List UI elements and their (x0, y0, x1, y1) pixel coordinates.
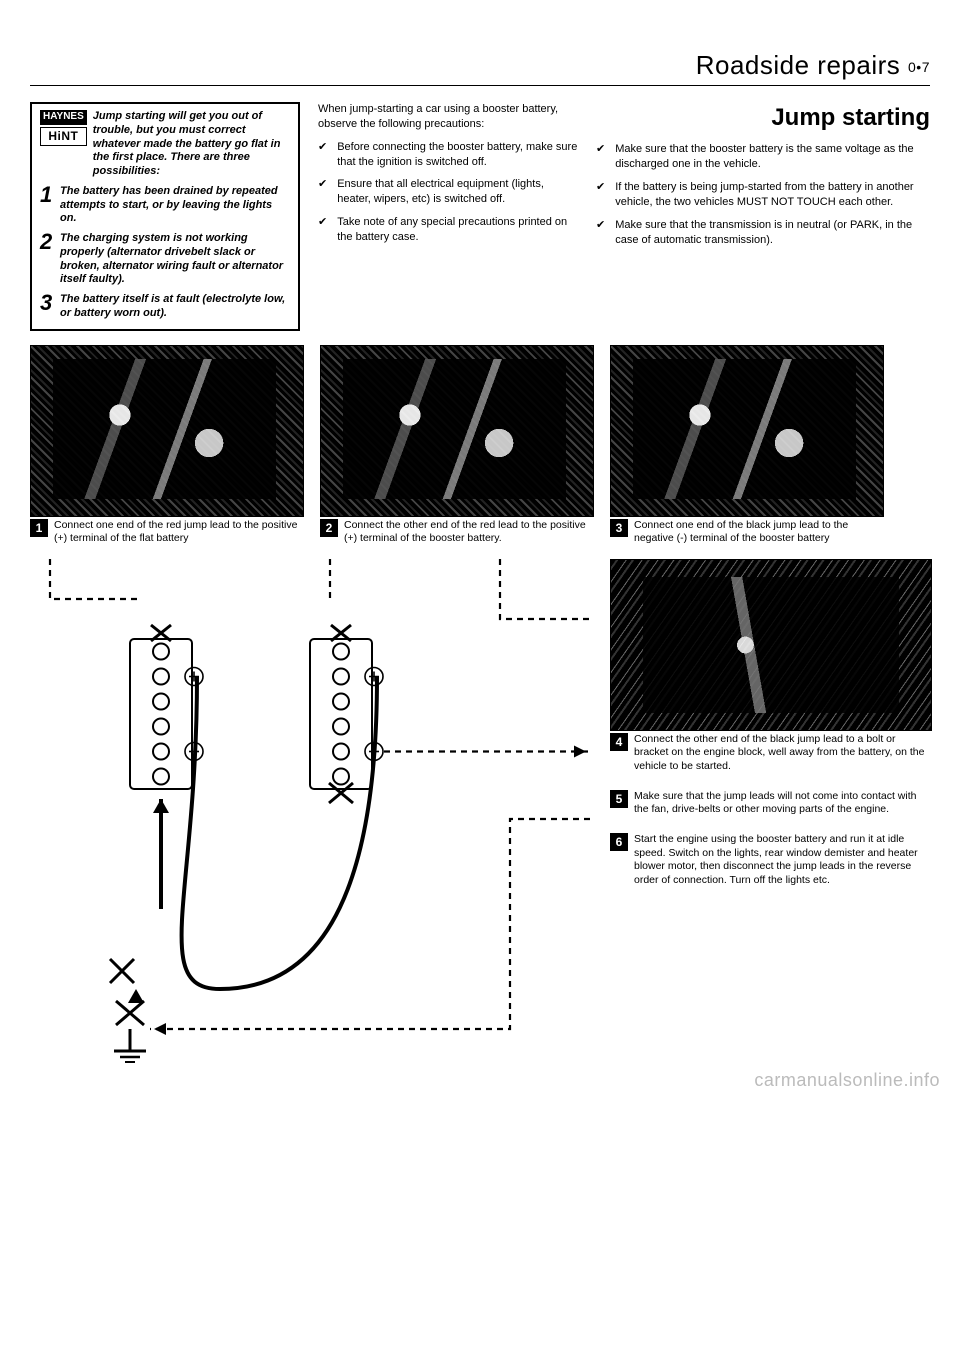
check-icon: ✔ (596, 142, 605, 172)
check-icon: ✔ (596, 180, 605, 210)
check-icon: ✔ (318, 215, 327, 245)
check-icon: ✔ (318, 140, 327, 170)
step-text: Start the engine using the booster batte… (634, 833, 930, 888)
caption-text: Connect the other end of the red lead to… (344, 519, 592, 545)
step-number: 4 (610, 733, 628, 751)
photo-3 (610, 345, 884, 517)
haynes-badge: HAYNES (40, 110, 87, 125)
precaution-text: Make sure that the booster battery is th… (615, 142, 930, 172)
photo-4 (610, 559, 932, 731)
step-number: 5 (610, 790, 628, 808)
check-icon: ✔ (596, 218, 605, 248)
precautions-intro: When jump-starting a car using a booster… (318, 102, 578, 132)
photo-block: 1 Connect one end of the red jump lead t… (30, 345, 302, 545)
hint-text: The battery itself is at fault (electrol… (60, 293, 290, 321)
watermark: carmanualsonline.info (754, 1070, 940, 1091)
photo-block: 2 Connect the other end of the red lead … (320, 345, 592, 545)
photo-2 (320, 345, 594, 517)
hint-number: 2 (40, 232, 56, 287)
header-title: Roadside repairs (696, 50, 901, 80)
caption-number: 1 (30, 519, 48, 537)
step-text: Make sure that the jump leads will not c… (634, 790, 930, 817)
hint-item: 2 The charging system is not working pro… (40, 232, 290, 287)
precautions-right: Jump starting ✔ Make sure that the booste… (596, 102, 930, 331)
page-header: Roadside repairs 0•7 (30, 50, 930, 86)
photo-1 (30, 345, 304, 517)
step-text: Connect the other end of the black jump … (634, 733, 930, 774)
hint-item: 1 The battery has been drained by repeat… (40, 185, 290, 226)
precaution-text: Make sure that the transmission is in ne… (615, 218, 930, 248)
hint-text: The battery has been drained by repeated… (60, 185, 290, 226)
hint-number: 3 (40, 293, 56, 321)
precaution-text: If the battery is being jump-started fro… (615, 180, 930, 210)
precautions-left: When jump-starting a car using a booster… (318, 102, 578, 331)
precaution-text: Before connecting the booster battery, m… (337, 140, 578, 170)
caption-text: Connect one end of the black jump lead t… (634, 519, 882, 545)
wiring-diagram (30, 559, 592, 1079)
section-title: Jump starting (596, 102, 930, 134)
photo-block: 3 Connect one end of the black jump lead… (610, 345, 882, 545)
hint-intro: Jump starting will get you out of troubl… (93, 110, 290, 179)
precaution-text: Take note of any special precautions pri… (337, 215, 578, 245)
precaution-text: Ensure that all electrical equipment (li… (337, 177, 578, 207)
caption-number: 2 (320, 519, 338, 537)
caption-text: Connect one end of the red jump lead to … (54, 519, 302, 545)
hint-box: HAYNES HiNT Jump starting will get you o… (30, 102, 300, 331)
hint-number: 1 (40, 185, 56, 226)
header-pageref: 0•7 (908, 59, 930, 75)
hint-text: The charging system is not working prope… (60, 232, 290, 287)
caption-number: 3 (610, 519, 628, 537)
step-number: 6 (610, 833, 628, 851)
hint-badge: HiNT (40, 127, 87, 146)
hint-item: 3 The battery itself is at fault (electr… (40, 293, 290, 321)
check-icon: ✔ (318, 177, 327, 207)
